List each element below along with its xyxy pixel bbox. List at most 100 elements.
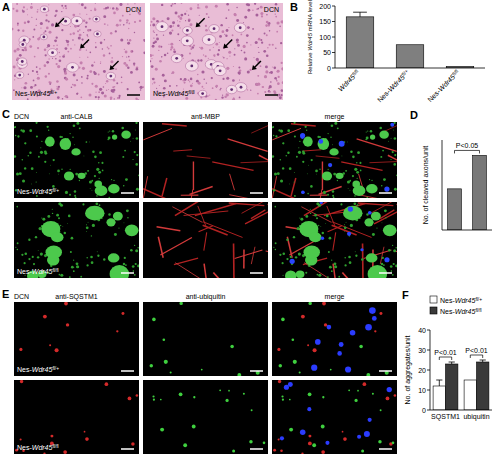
stain-dot <box>269 30 271 32</box>
stain-dot <box>221 30 224 33</box>
blob <box>322 171 332 180</box>
stain-dot <box>118 95 120 97</box>
chart: DNo. of cleaved axons/unitP<0.05 <box>410 109 492 230</box>
speck <box>315 170 318 173</box>
stain-dot <box>277 82 280 85</box>
speck <box>298 253 301 256</box>
cell <box>234 23 246 32</box>
speck <box>52 213 53 214</box>
y-tick <box>427 350 430 351</box>
speck <box>86 226 89 229</box>
nucleus <box>42 36 45 39</box>
speck <box>16 173 19 176</box>
stain-dot <box>257 75 259 77</box>
cell <box>40 6 48 13</box>
stain-dot <box>270 71 273 74</box>
significance-bracket <box>439 357 451 360</box>
blob <box>85 206 105 221</box>
micrograph <box>143 380 268 454</box>
fiber <box>342 273 368 278</box>
aggregate <box>301 315 305 319</box>
stain-dot <box>113 89 116 92</box>
aggregate <box>281 318 285 322</box>
error-bar <box>436 380 442 386</box>
stain-dot <box>107 24 108 25</box>
speck <box>134 245 135 246</box>
region-label: DCN <box>14 293 29 300</box>
stain-dot <box>180 27 181 28</box>
cell <box>185 61 198 71</box>
speck <box>60 225 61 226</box>
scale-bar <box>127 94 140 96</box>
stain-dot <box>140 86 143 89</box>
stain-dot <box>280 42 282 44</box>
stain-dot <box>260 65 262 67</box>
aggregate <box>392 442 395 445</box>
text-part: Wdr45 <box>168 90 189 97</box>
stain-dot <box>183 82 185 84</box>
fiber <box>230 174 235 190</box>
stain-dot <box>56 45 58 47</box>
speck <box>24 167 26 169</box>
aggregate <box>343 437 347 441</box>
stain-dot <box>63 7 65 9</box>
speck <box>304 126 306 128</box>
stain-dot <box>234 13 237 16</box>
stain-dot <box>22 49 24 51</box>
stain-dot <box>114 86 115 87</box>
stain-dot <box>73 73 76 76</box>
nucleus <box>208 38 211 41</box>
stain-dot <box>151 21 153 23</box>
speck <box>86 224 87 225</box>
text-part: fl/fl <box>52 444 58 449</box>
stain-dot <box>115 68 117 70</box>
aggregate <box>293 360 297 364</box>
speck <box>394 137 397 140</box>
stain-dot <box>185 97 188 100</box>
aggregate <box>280 449 283 452</box>
stain-dot <box>95 91 96 92</box>
stain-dot <box>239 97 241 99</box>
stain-dot <box>167 52 169 54</box>
stain-dot <box>86 34 88 36</box>
fiber <box>291 124 316 126</box>
speck <box>359 162 361 164</box>
stain-dot <box>188 19 190 21</box>
cell <box>16 72 24 78</box>
micrograph <box>143 122 268 198</box>
stain-dot <box>277 96 278 97</box>
nucleus-dot <box>368 211 372 215</box>
stain-dot <box>113 91 115 93</box>
bar <box>346 17 374 68</box>
stain-dot <box>241 50 243 52</box>
blob <box>71 148 80 155</box>
speck <box>74 195 76 197</box>
column-header: anti-ubiquitin <box>186 293 226 301</box>
text-part: Nes- <box>17 366 32 373</box>
aggregate <box>192 425 196 429</box>
stain-dot <box>80 96 82 98</box>
stain-dot <box>16 48 19 51</box>
stain-dot <box>127 39 128 40</box>
text-part: Nes- <box>440 308 455 315</box>
stain-dot <box>95 42 96 43</box>
speck <box>90 256 93 259</box>
stain-dot <box>255 14 258 17</box>
nucleus-dot <box>301 190 305 194</box>
speck <box>79 180 80 181</box>
stain-dot <box>14 79 15 80</box>
stain-dot <box>152 45 155 48</box>
stain-dot <box>180 14 183 17</box>
speck <box>62 225 64 227</box>
speck <box>366 137 369 140</box>
speck <box>108 131 109 132</box>
stain-dot <box>116 7 118 9</box>
stain-dot <box>129 39 131 41</box>
panel-label: D <box>410 109 418 121</box>
speck <box>27 155 29 157</box>
speck <box>305 272 307 274</box>
stain-dot <box>272 66 273 67</box>
genotype-label: Nes-Wdr45fl/fl <box>17 444 59 452</box>
stain-dot <box>269 85 272 88</box>
stain-dot <box>138 82 140 84</box>
